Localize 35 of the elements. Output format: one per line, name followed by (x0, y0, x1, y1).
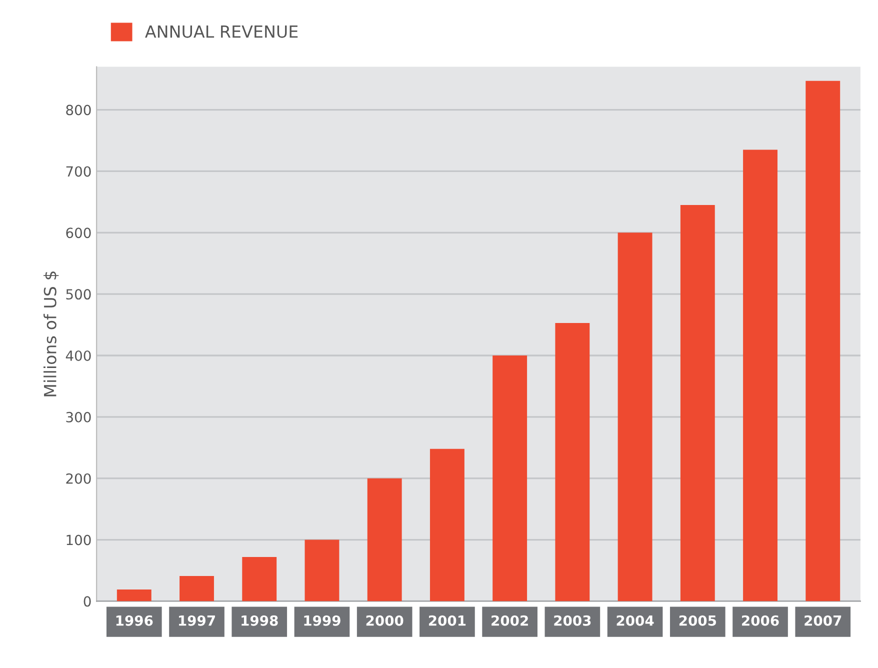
bar (180, 576, 214, 602)
y-tick-label: 100 (66, 534, 91, 546)
x-tick-label: 1997 (179, 615, 215, 626)
bar (116, 590, 152, 602)
bar (555, 322, 590, 602)
y-tick-label: 500 (66, 289, 91, 300)
y-tick-label: 800 (66, 104, 91, 116)
x-tick-label: 2001 (428, 615, 466, 626)
bar (492, 356, 528, 602)
x-tick-label: 2005 (679, 615, 716, 626)
x-tick-label: 2002 (492, 615, 528, 626)
y-tick-label: 400 (66, 350, 91, 361)
y-tick-label: 600 (66, 228, 91, 238)
y-axis-title: Millions of US $ (44, 272, 59, 396)
x-tick-label: 2003 (554, 615, 591, 626)
bar (430, 448, 464, 602)
x-tick-label: 2004 (616, 615, 654, 626)
bar (680, 205, 715, 602)
bar (304, 540, 340, 602)
y-tick-label: 300 (66, 412, 91, 422)
bar (242, 556, 277, 602)
bar (806, 80, 840, 602)
legend-label: ANNUAL REVENUE (145, 25, 298, 38)
bar (367, 478, 402, 602)
bar (618, 232, 652, 602)
bar (743, 150, 778, 602)
x-tick-label: 1998 (242, 615, 278, 626)
x-tick-label: 1999 (304, 615, 340, 626)
x-tick-label: 2000 (366, 615, 404, 626)
x-tick-label: 2007 (804, 615, 842, 626)
y-tick-label: 200 (66, 473, 91, 484)
y-tick-label: 0 (84, 596, 91, 607)
y-tick-label: 700 (66, 166, 91, 177)
x-tick-label: 2006 (742, 615, 779, 626)
x-tick-label: 1996 (116, 615, 153, 626)
